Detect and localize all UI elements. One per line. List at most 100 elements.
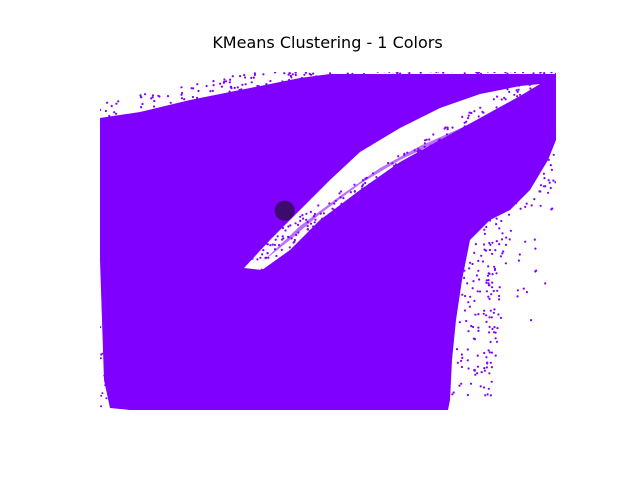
scatter-point [259, 244, 263, 247]
scatter-point [261, 253, 264, 256]
scatter-point [477, 133, 480, 136]
scatter-point [477, 115, 480, 118]
scatter-point [516, 95, 519, 98]
scatter-point [476, 372, 479, 375]
scatter-point [187, 100, 191, 103]
scatter-point [342, 214, 345, 217]
scatter-point [373, 188, 376, 191]
scatter-point [114, 112, 118, 115]
scatter-point [256, 258, 259, 261]
scatter-point [452, 391, 455, 394]
scatter-point [483, 367, 486, 370]
scatter-point [484, 394, 487, 397]
scatter-point [106, 289, 108, 292]
scatter-point [228, 90, 231, 93]
scatter-point [437, 139, 440, 142]
scatter-point [107, 332, 110, 335]
scatter-point [485, 320, 488, 323]
scatter-point [471, 287, 474, 290]
scatter-point [487, 295, 490, 298]
scatter-point [145, 280, 148, 283]
scatter-point [490, 316, 493, 319]
scatter-point [487, 279, 490, 282]
scatter-point [522, 72, 525, 74]
scatter-point [470, 111, 473, 115]
scatter-point [103, 348, 105, 351]
scatter-point [115, 102, 118, 105]
scatter-point [417, 149, 420, 152]
scatter-point [322, 218, 325, 221]
scatter-point [402, 179, 405, 182]
scatter-point [244, 76, 247, 79]
scatter-point [190, 87, 193, 90]
scatter-point [349, 208, 352, 211]
scatter-point [535, 269, 538, 272]
scatter-point [519, 207, 522, 210]
scatter-point [485, 281, 488, 284]
scatter-point [491, 273, 494, 276]
scatter-point [271, 243, 274, 246]
scatter-point [486, 72, 489, 73]
scatter-point [525, 202, 528, 205]
scatter-point [478, 278, 481, 281]
scatter-point [114, 400, 117, 402]
scatter-point [399, 168, 402, 171]
scatter-point [474, 243, 477, 246]
scatter-point [241, 91, 244, 94]
scatter-point [244, 83, 247, 86]
scatter-point [388, 72, 391, 73]
scatter-point [468, 305, 471, 308]
scatter-point [491, 286, 494, 289]
scatter-point [547, 179, 550, 182]
scatter-point [491, 241, 494, 244]
scatter-point [123, 328, 126, 331]
scatter-point [169, 101, 172, 104]
scatter-point [403, 152, 406, 155]
scatter-point [488, 316, 491, 319]
scatter-point [262, 73, 265, 76]
scatter-point [294, 222, 297, 225]
scatter-point [375, 176, 378, 179]
scatter-point [451, 72, 453, 73]
scatter-point [310, 230, 313, 233]
scatter-point [488, 331, 491, 334]
scatter-point [281, 235, 284, 238]
scatter-point [467, 301, 470, 304]
scatter-point [376, 72, 379, 73]
scatter-point [458, 384, 461, 387]
scatter-point [183, 98, 186, 101]
scatter-point [531, 179, 534, 182]
scatter-point [463, 121, 466, 124]
scatter-point [269, 244, 272, 247]
scatter-point [113, 111, 116, 114]
scatter-point [105, 348, 107, 351]
scatter-point [367, 197, 371, 200]
scatter-point [542, 172, 546, 175]
scatter-point [155, 355, 158, 358]
scatter-point [131, 308, 133, 311]
scatter-point [481, 260, 485, 263]
scatter-point [423, 164, 426, 167]
scatter-point [117, 293, 120, 296]
scatter-point [528, 83, 531, 86]
scatter-point [462, 70, 464, 72]
scatter-point [274, 72, 277, 74]
scatter-point [460, 353, 463, 356]
scatter-point [542, 185, 546, 188]
point-cloud-region [100, 74, 556, 410]
scatter-point [365, 195, 369, 199]
scatter-point [460, 359, 463, 362]
scatter-point [554, 112, 556, 115]
scatter-point [257, 248, 260, 251]
scatter-point [211, 89, 214, 92]
scatter-point [465, 128, 468, 131]
scatter-point [153, 355, 156, 358]
scatter-point [114, 354, 117, 357]
scatter-point [500, 219, 503, 223]
scatter-point [243, 73, 246, 77]
scatter-point [153, 99, 156, 103]
scatter-point [124, 325, 127, 328]
scatter-point [526, 82, 529, 85]
scatter-point [551, 134, 554, 137]
scatter-point [483, 309, 486, 312]
